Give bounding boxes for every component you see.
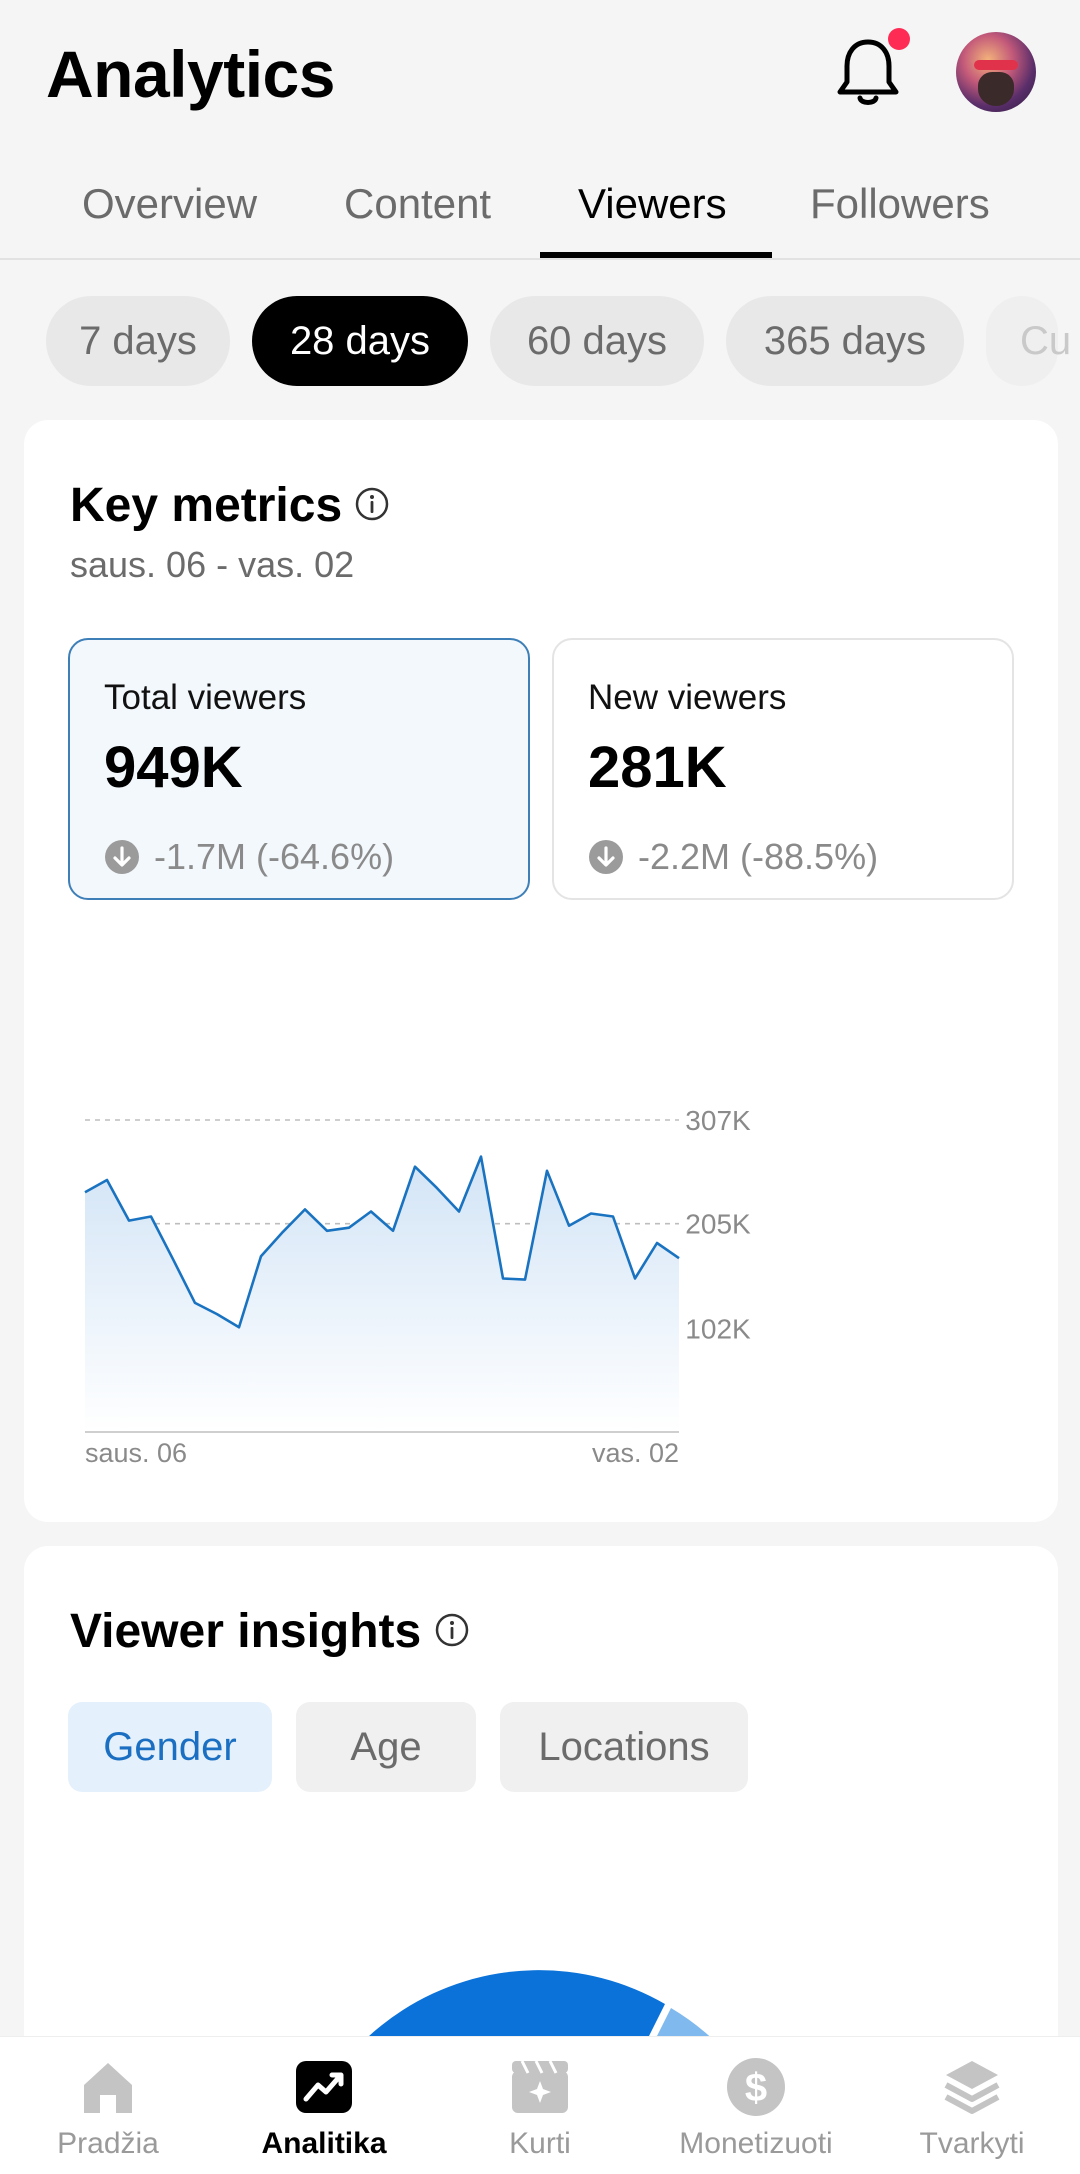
nav-analytics-label: Analitika xyxy=(261,2127,387,2160)
dollar-icon: $ xyxy=(727,2058,785,2116)
y-tick-label: 205K xyxy=(685,1209,751,1240)
x-tick-start: saus. 06 xyxy=(85,1438,187,1468)
range-28-days[interactable]: 28 days xyxy=(252,296,468,386)
create-icon xyxy=(512,2060,568,2113)
avatar[interactable] xyxy=(956,32,1036,112)
x-tick-end: vas. 02 xyxy=(592,1438,679,1468)
nav-manage[interactable]: Tvarkyti xyxy=(872,2045,1072,2174)
range-7-days[interactable]: 7 days xyxy=(46,296,230,386)
insight-tab-age[interactable]: Age xyxy=(296,1702,476,1792)
nav-monetize[interactable]: $ Monetizuoti xyxy=(656,2045,856,2174)
insight-tab-gender[interactable]: Gender xyxy=(68,1702,272,1792)
analytics-icon xyxy=(296,2061,352,2113)
analytics-tabs: Overview Content Viewers Followers xyxy=(0,160,1080,260)
new-viewers-change-text: -2.2M (-88.5%) xyxy=(638,836,879,877)
key-metrics-title: Key metrics xyxy=(70,479,343,532)
total-viewers-change: -1.7M (-64.6%) xyxy=(104,836,394,878)
nav-create[interactable]: Kurti xyxy=(440,2045,640,2174)
tab-viewers[interactable]: Viewers xyxy=(578,180,727,227)
total-viewers-change-text: -1.7M (-64.6%) xyxy=(154,836,395,877)
chart-area-fill xyxy=(85,1156,679,1432)
avatar-glasses xyxy=(974,60,1018,70)
page-title: Analytics xyxy=(46,37,335,111)
range-365-days[interactable]: 365 days xyxy=(726,296,964,386)
layers-icon xyxy=(944,2061,1000,2114)
y-tick-label: 102K xyxy=(685,1313,751,1344)
total-viewers-card[interactable]: Total viewers 949K -1.7M (-64.6%) xyxy=(68,638,530,900)
total-viewers-label: Total viewers xyxy=(104,678,307,717)
viewer-insights-title: Viewer insights xyxy=(70,1605,422,1658)
down-arrow-icon xyxy=(105,840,139,874)
insight-tab-locations[interactable]: Locations xyxy=(500,1702,748,1792)
total-viewers-value: 949K xyxy=(104,735,243,800)
down-arrow-icon xyxy=(589,840,623,874)
notification-dot xyxy=(888,28,910,50)
y-tick-label: 307K xyxy=(685,1105,751,1136)
range-60-days[interactable]: 60 days xyxy=(490,296,704,386)
key-metrics-card: Key metrics saus. 06 - vas. 02 Total vie… xyxy=(24,420,1058,1522)
chart-series-line xyxy=(84,1155,680,1329)
info-icon[interactable] xyxy=(354,486,390,522)
app-header: Analytics xyxy=(0,0,1080,150)
tab-content[interactable]: Content xyxy=(344,180,492,227)
notifications-bell-icon[interactable] xyxy=(832,32,904,112)
new-viewers-card[interactable]: New viewers 281K -2.2M (-88.5%) xyxy=(552,638,1014,900)
viewers-chart[interactable]: 307K 205K 102K saus. 06 vas. 02 xyxy=(24,920,1058,1480)
bottom-navigation: Pradžia Analitika Kurti $ Monetizuoti xyxy=(0,2036,1080,2174)
nav-manage-label: Tvarkyti xyxy=(919,2127,1025,2160)
active-tab-indicator xyxy=(540,252,772,258)
nav-create-label: Kurti xyxy=(509,2127,571,2160)
info-icon[interactable] xyxy=(434,1612,470,1648)
nav-home[interactable]: Pradžia xyxy=(8,2045,208,2174)
home-icon xyxy=(84,2063,132,2113)
svg-text:$: $ xyxy=(745,2066,767,2110)
tab-followers[interactable]: Followers xyxy=(810,180,990,227)
range-custom[interactable]: Cu xyxy=(986,296,1071,386)
new-viewers-label: New viewers xyxy=(588,678,787,717)
avatar-beard xyxy=(978,72,1014,106)
tab-overview[interactable]: Overview xyxy=(82,180,258,227)
nav-analytics[interactable]: Analitika xyxy=(224,2045,424,2174)
nav-monetize-label: Monetizuoti xyxy=(679,2127,833,2160)
date-range: saus. 06 - vas. 02 xyxy=(70,544,355,585)
new-viewers-change: -2.2M (-88.5%) xyxy=(588,836,878,878)
new-viewers-value: 281K xyxy=(588,735,727,800)
nav-home-label: Pradžia xyxy=(57,2127,159,2160)
